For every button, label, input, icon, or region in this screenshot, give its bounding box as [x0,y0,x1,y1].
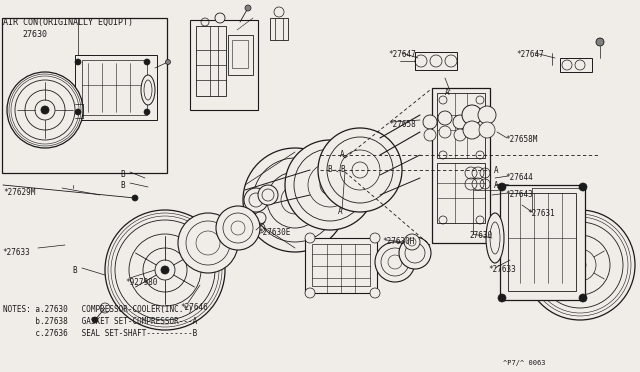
Bar [432,88,490,243]
Circle shape [438,111,452,125]
Text: *27630E: *27630E [258,228,291,237]
Text: ^P7/^ 0063: ^P7/^ 0063 [503,360,545,366]
Circle shape [439,126,451,138]
Circle shape [404,234,420,250]
Circle shape [525,210,635,320]
Text: B: B [327,165,332,174]
Circle shape [254,212,266,224]
Circle shape [454,129,466,141]
Text: A: A [494,181,499,190]
Text: *27630H: *27630H [382,237,414,246]
Circle shape [215,13,225,23]
Circle shape [463,121,481,139]
Circle shape [244,188,268,212]
Circle shape [370,233,380,243]
Bar [437,163,485,223]
Bar [508,193,576,291]
Circle shape [318,128,402,212]
Circle shape [305,233,315,243]
Bar [437,93,485,158]
Circle shape [258,185,278,205]
Circle shape [596,38,604,46]
Text: 27630: 27630 [469,231,492,240]
Bar [82,60,147,115]
Circle shape [305,288,315,298]
Ellipse shape [486,213,504,263]
Circle shape [289,194,301,206]
Text: *27647: *27647 [516,50,544,59]
Text: *27658: *27658 [388,120,416,129]
Circle shape [75,109,81,115]
Text: A: A [445,88,450,97]
Circle shape [144,109,150,115]
Text: b.27638   GASKET SET-COMPRESSOR---A: b.27638 GASKET SET-COMPRESSOR---A [3,317,197,326]
Text: A: A [494,166,499,175]
Bar [305,238,377,293]
Text: *27643: *27643 [505,190,532,199]
Bar [415,52,457,70]
Bar [2,18,167,173]
Circle shape [579,294,587,302]
Bar [270,18,288,40]
Circle shape [498,183,506,191]
Bar [312,244,370,286]
Bar [190,20,258,110]
Text: B: B [120,170,125,179]
Circle shape [245,5,251,11]
Bar [500,185,585,300]
Circle shape [423,115,437,129]
Text: B: B [120,181,125,190]
Circle shape [453,115,467,129]
Text: *27631: *27631 [527,209,555,218]
Circle shape [144,59,150,65]
Bar [196,26,226,96]
Bar [228,35,253,75]
Text: *27646: *27646 [180,303,208,312]
Circle shape [478,106,496,124]
Circle shape [75,59,81,65]
Text: *27633: *27633 [488,265,516,274]
Text: A: A [338,207,342,216]
Circle shape [574,259,586,271]
Text: *27644: *27644 [505,173,532,182]
Circle shape [105,210,225,330]
Text: *27629M: *27629M [3,188,35,197]
Text: NOTES: a.27630   COMPRESSOR-COOLER(INC.*): NOTES: a.27630 COMPRESSOR-COOLER(INC.*) [3,305,193,314]
Circle shape [375,242,415,282]
Circle shape [370,288,380,298]
Ellipse shape [141,75,155,105]
Text: AIR CON(ORIGINALLY EQUIPT): AIR CON(ORIGINALLY EQUIPT) [3,18,133,27]
Circle shape [216,206,260,250]
Circle shape [579,183,587,191]
Text: B: B [340,165,344,174]
Circle shape [243,148,347,252]
Text: *27647: *27647 [388,50,416,59]
Circle shape [479,122,495,138]
Bar [560,58,592,72]
Circle shape [498,294,506,302]
Circle shape [178,213,238,273]
Circle shape [399,237,431,269]
Text: B: B [72,266,77,275]
Bar [75,55,157,120]
Text: 27630: 27630 [22,30,47,39]
Circle shape [132,195,138,201]
Circle shape [92,317,98,323]
Text: *27658M: *27658M [505,135,538,144]
Text: *27633: *27633 [2,248,29,257]
Circle shape [285,140,375,230]
Circle shape [462,105,482,125]
Text: A: A [340,150,344,159]
Circle shape [424,129,436,141]
Text: *927980: *927980 [125,278,157,287]
Circle shape [161,266,169,274]
Bar [232,40,248,68]
Text: c.27636   SEAL SET-SHAFT----------B: c.27636 SEAL SET-SHAFT----------B [3,329,197,338]
Circle shape [166,60,170,64]
Circle shape [41,106,49,114]
Circle shape [7,72,83,148]
